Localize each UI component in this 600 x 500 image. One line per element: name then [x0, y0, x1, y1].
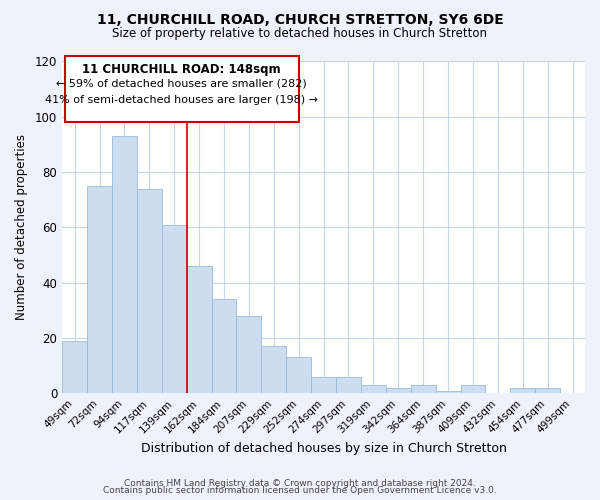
Bar [112, 136, 137, 394]
Text: ← 59% of detached houses are smaller (282): ← 59% of detached houses are smaller (28… [56, 78, 307, 88]
Bar [162, 224, 187, 394]
Bar [535, 388, 560, 394]
Bar [137, 188, 162, 394]
Bar [62, 341, 87, 394]
Text: Contains public sector information licensed under the Open Government Licence v3: Contains public sector information licen… [103, 486, 497, 495]
FancyBboxPatch shape [65, 56, 299, 122]
Bar [411, 385, 436, 394]
Bar [361, 385, 386, 394]
Bar [511, 388, 535, 394]
X-axis label: Distribution of detached houses by size in Church Stretton: Distribution of detached houses by size … [140, 442, 506, 455]
Bar [386, 388, 411, 394]
Bar [187, 266, 212, 394]
Text: 41% of semi-detached houses are larger (198) →: 41% of semi-detached houses are larger (… [45, 94, 318, 104]
Bar [461, 385, 485, 394]
Text: Size of property relative to detached houses in Church Stretton: Size of property relative to detached ho… [113, 28, 487, 40]
Text: Contains HM Land Registry data © Crown copyright and database right 2024.: Contains HM Land Registry data © Crown c… [124, 478, 476, 488]
Bar [436, 390, 461, 394]
Bar [236, 316, 262, 394]
Y-axis label: Number of detached properties: Number of detached properties [15, 134, 28, 320]
Text: 11 CHURCHILL ROAD: 148sqm: 11 CHURCHILL ROAD: 148sqm [82, 63, 281, 76]
Text: 11, CHURCHILL ROAD, CHURCH STRETTON, SY6 6DE: 11, CHURCHILL ROAD, CHURCH STRETTON, SY6… [97, 12, 503, 26]
Bar [286, 358, 311, 394]
Bar [336, 376, 361, 394]
Bar [262, 346, 286, 394]
Bar [212, 300, 236, 394]
Bar [87, 186, 112, 394]
Bar [311, 376, 336, 394]
